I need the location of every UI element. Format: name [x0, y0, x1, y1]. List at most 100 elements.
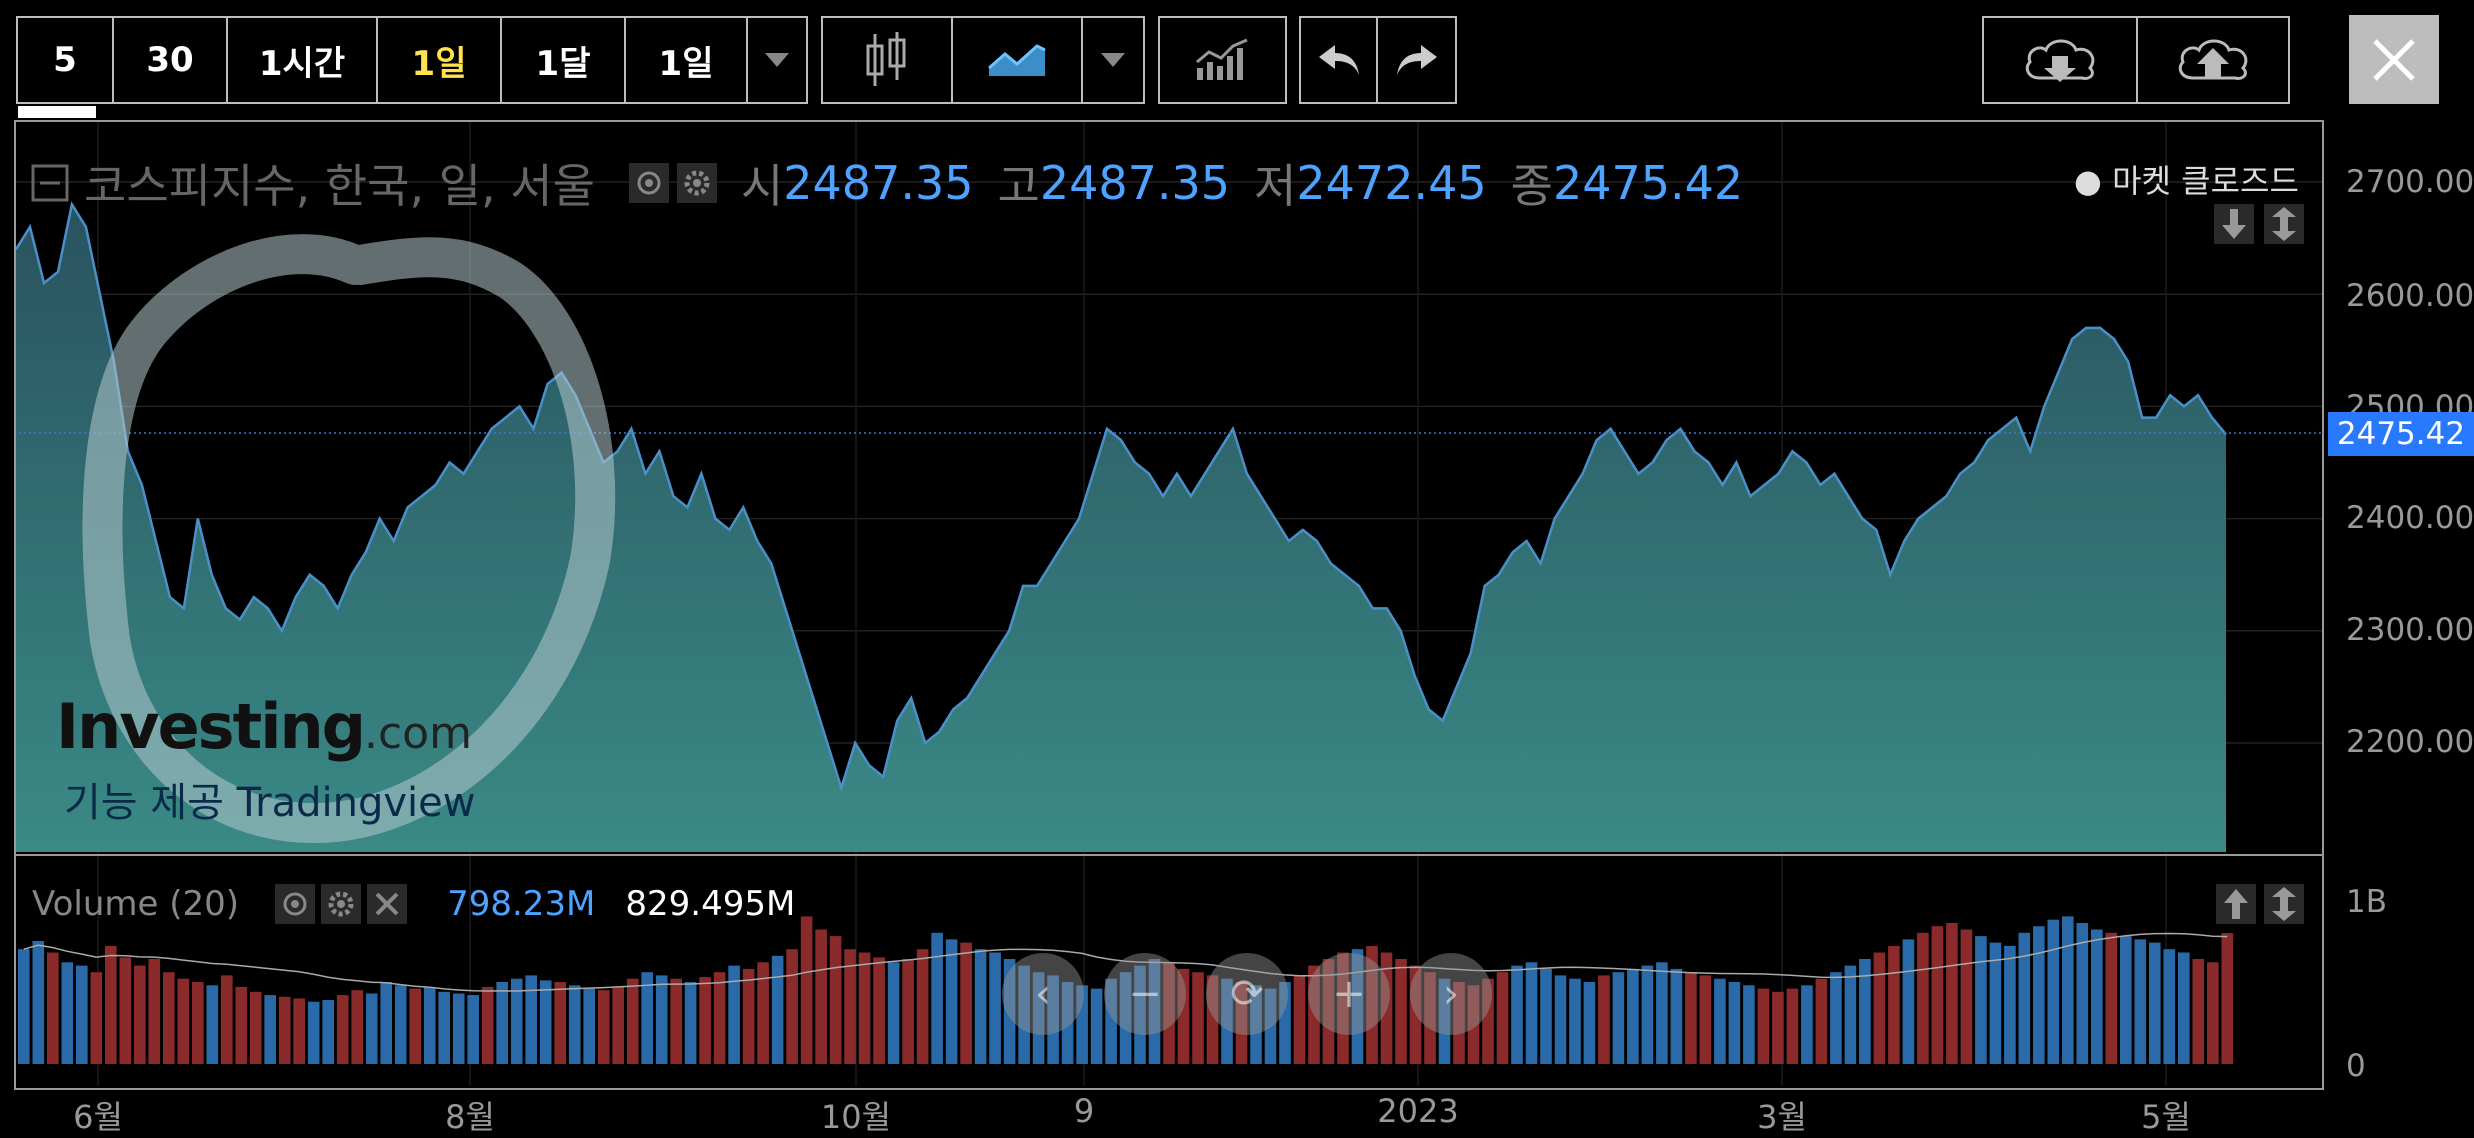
- volume-bar: [1960, 929, 1973, 1064]
- volume-bar: [148, 959, 161, 1064]
- volume-bar: [1438, 978, 1451, 1064]
- volume-bar: [1163, 962, 1175, 1064]
- volume-bar: [322, 1000, 334, 1064]
- scroll-left-button[interactable]: ‹: [1002, 953, 1084, 1035]
- volume-axis-label: 1B: [2346, 884, 2387, 920]
- volume-scale-fit-button[interactable]: [2264, 884, 2304, 924]
- volume-bar: [1786, 988, 1799, 1064]
- time-axis-label: 6월: [73, 1098, 123, 1136]
- interval-5-button[interactable]: 5: [18, 18, 114, 102]
- volume-bar: [655, 975, 668, 1064]
- volume-bar: [1453, 982, 1465, 1064]
- volume-bar: [1467, 985, 1480, 1064]
- volume-bar: [90, 972, 103, 1064]
- close-icon[interactable]: [367, 884, 408, 924]
- cloud-upload-button[interactable]: [2138, 18, 2288, 102]
- scale-down-button[interactable]: [2214, 204, 2254, 244]
- cloud-upload-icon: [2178, 39, 2248, 80]
- volume-bar: [597, 990, 610, 1064]
- volume-bar: [1090, 988, 1103, 1064]
- volume-bars: [18, 916, 2234, 1064]
- volume-bar: [1569, 978, 1581, 1064]
- arrow-up-icon: [2224, 889, 2248, 919]
- volume-bar: [2105, 932, 2118, 1064]
- area-chart-button[interactable]: [953, 18, 1083, 102]
- price-axis-label: 2600.00: [2346, 278, 2474, 314]
- interval-1d-button[interactable]: 1일: [378, 18, 502, 102]
- volume-bar: [1946, 923, 1958, 1064]
- collapse-icon[interactable]: [30, 163, 70, 203]
- volume-bar: [438, 991, 450, 1064]
- volume-bar: [496, 982, 508, 1064]
- cloud-download-icon: [2025, 39, 2095, 82]
- volume-bar: [467, 995, 479, 1064]
- interval-toolbar: 5 30 1시간 1일 1달 1일: [16, 16, 808, 104]
- scale-fit-button[interactable]: [2264, 204, 2304, 244]
- chevron-down-icon: [1101, 53, 1125, 67]
- volume-bar: [1293, 975, 1306, 1064]
- eye-icon[interactable]: [275, 884, 316, 924]
- redo-icon: [1396, 45, 1437, 75]
- volume-bar: [699, 977, 711, 1064]
- volume-bar: [1612, 972, 1625, 1064]
- volume-bar: [568, 985, 581, 1064]
- volume-bar: [1888, 945, 1900, 1064]
- volume-bar: [32, 941, 45, 1064]
- volume-title: Volume (20): [32, 884, 240, 924]
- zoom-out-button[interactable]: −: [1104, 953, 1186, 1035]
- zoom-in-button[interactable]: +: [1308, 953, 1390, 1035]
- volume-bar: [2033, 926, 2045, 1064]
- volume-bar: [1047, 975, 1059, 1064]
- time-axis-label: 2023: [1377, 1092, 1459, 1130]
- volume-bar: [2163, 949, 2176, 1064]
- volume-bar: [177, 978, 190, 1064]
- volume-bar: [1583, 982, 1596, 1064]
- volume-bar: [1772, 991, 1784, 1064]
- volume-bar: [1061, 982, 1074, 1064]
- interval-1mo-button[interactable]: 1달: [502, 18, 626, 102]
- volume-bar: [1844, 965, 1857, 1064]
- gear-icon[interactable]: [321, 884, 362, 924]
- volume-bar: [76, 965, 88, 1064]
- tradingview-credit: 기능 제공 Tradingview: [64, 780, 476, 826]
- volume-bar: [641, 972, 653, 1064]
- price-axis-label: 2400.00: [2346, 500, 2474, 536]
- chart-type-dropdown-button[interactable]: [1083, 18, 1143, 102]
- volume-bar: [858, 952, 871, 1064]
- scroll-right-button[interactable]: ›: [1410, 953, 1492, 1035]
- time-scroll-thumb[interactable]: [18, 106, 96, 118]
- eye-icon[interactable]: [628, 163, 669, 203]
- close-button[interactable]: [2349, 15, 2439, 104]
- undo-button[interactable]: [1301, 18, 1378, 102]
- investing-logo: Investing.com: [56, 690, 472, 763]
- volume-bar: [1699, 975, 1712, 1064]
- interval-30-button[interactable]: 30: [114, 18, 228, 102]
- volume-ma-line: [23, 932, 2228, 992]
- price-area: [16, 204, 2226, 852]
- interval-dropdown-button[interactable]: [748, 18, 806, 102]
- redo-button[interactable]: [1378, 18, 1455, 102]
- gear-icon[interactable]: [676, 163, 717, 203]
- cloud-download-button[interactable]: [1984, 18, 2138, 102]
- volume-bar: [829, 936, 842, 1064]
- chevron-down-icon: [765, 53, 789, 67]
- interval-1h-button[interactable]: 1시간: [228, 18, 378, 102]
- volume-bar: [1076, 985, 1088, 1064]
- interval-1y-button[interactable]: 1일: [626, 18, 748, 102]
- volume-bar: [757, 962, 769, 1064]
- volume-scale-up-button[interactable]: [2216, 884, 2256, 924]
- volume-bar: [1989, 942, 2002, 1064]
- volume-bar: [800, 916, 813, 1064]
- volume-bar: [1221, 978, 1233, 1064]
- pane-divider[interactable]: [14, 854, 2324, 856]
- drawn-circle-annotation[interactable]: [82, 234, 616, 844]
- close-label: 종: [1510, 159, 1553, 213]
- area-chart-icon: [988, 44, 1046, 76]
- volume-bar: [481, 986, 494, 1064]
- chart-type-toolbar: [821, 16, 1145, 104]
- reset-button[interactable]: ⟳: [1206, 953, 1288, 1035]
- indicators-button[interactable]: [1160, 18, 1285, 102]
- arrows-vertical-icon: [2272, 887, 2296, 921]
- candlestick-button[interactable]: [823, 18, 953, 102]
